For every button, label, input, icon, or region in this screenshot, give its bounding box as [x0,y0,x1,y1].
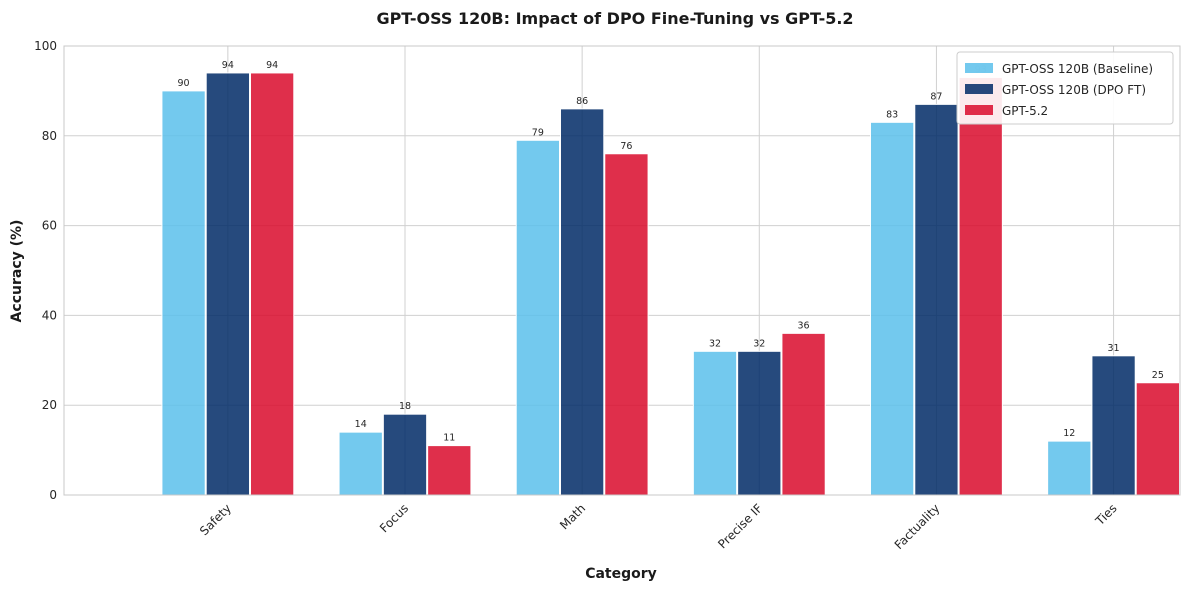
x-tick-label: Precise IF [715,501,765,551]
bar [692,350,738,496]
x-tick-label: Safety [197,501,234,538]
bar [338,431,383,496]
bar [205,72,250,496]
y-tick-label: 40 [42,308,57,322]
bar [958,76,1003,496]
plot-frame [63,45,1181,496]
bar [914,103,959,496]
bar [560,108,605,496]
chart-title: GPT-OSS 120B: Impact of DPO Fine-Tuning … [376,9,853,28]
data-label: 11 [443,433,455,444]
x-axis-ticks: Safety Focus Math Precise IF Factuality Ties [197,501,1120,552]
y-tick-label: 60 [42,219,57,233]
data-label: 32 [709,338,721,349]
y-axis-label: Accuracy (%) [9,220,25,323]
x-tick-label: Focus [377,501,411,535]
data-label: 86 [576,96,588,107]
bar [604,153,649,496]
legend-box [956,51,1174,125]
bar [515,139,561,496]
data-label: 18 [399,401,411,412]
legend-label: GPT-5.2 [1002,104,1048,118]
bar [737,350,782,496]
legend-label: GPT-OSS 120B (DPO FT) [1002,83,1146,97]
data-label: 94 [222,60,234,71]
data-label: 25 [1152,370,1164,381]
x-tick-label: Ties [1092,501,1120,529]
x-tick-label: Math [557,501,588,532]
bar [781,332,826,496]
data-label: 32 [753,338,765,349]
x-tick-label: Factuality [892,501,943,552]
data-label: 12 [1063,428,1075,439]
data-label: 83 [886,109,898,120]
legend-swatch [965,105,993,115]
bar [1135,382,1180,496]
legend-swatch [965,84,993,94]
y-tick-label: 0 [49,488,57,502]
data-label: 14 [355,419,367,430]
legend: GPT-OSS 120B (Baseline) GPT-OSS 120B (DPO… [956,51,1174,125]
bar [1091,355,1136,496]
bars [161,72,1180,496]
data-label: 36 [798,320,810,331]
bar [1047,440,1092,496]
bar [161,90,206,496]
legend-label: GPT-OSS 120B (Baseline) [1002,62,1153,76]
data-label: 87 [930,91,942,102]
legend-swatch [965,63,993,73]
data-label: 90 [178,78,190,89]
bar [427,445,472,496]
bar [250,72,295,496]
data-label: 31 [1108,343,1120,354]
data-label: 79 [532,127,544,138]
bar [870,121,915,496]
y-tick-label: 80 [42,129,57,143]
y-tick-label: 20 [42,398,57,412]
bar [382,413,428,496]
y-axis-ticks: 0 20 40 60 80 100 [34,39,57,502]
data-label: 76 [620,141,632,152]
y-tick-label: 100 [34,39,57,53]
data-label: 94 [266,60,278,71]
x-axis-label: Category [585,566,657,582]
